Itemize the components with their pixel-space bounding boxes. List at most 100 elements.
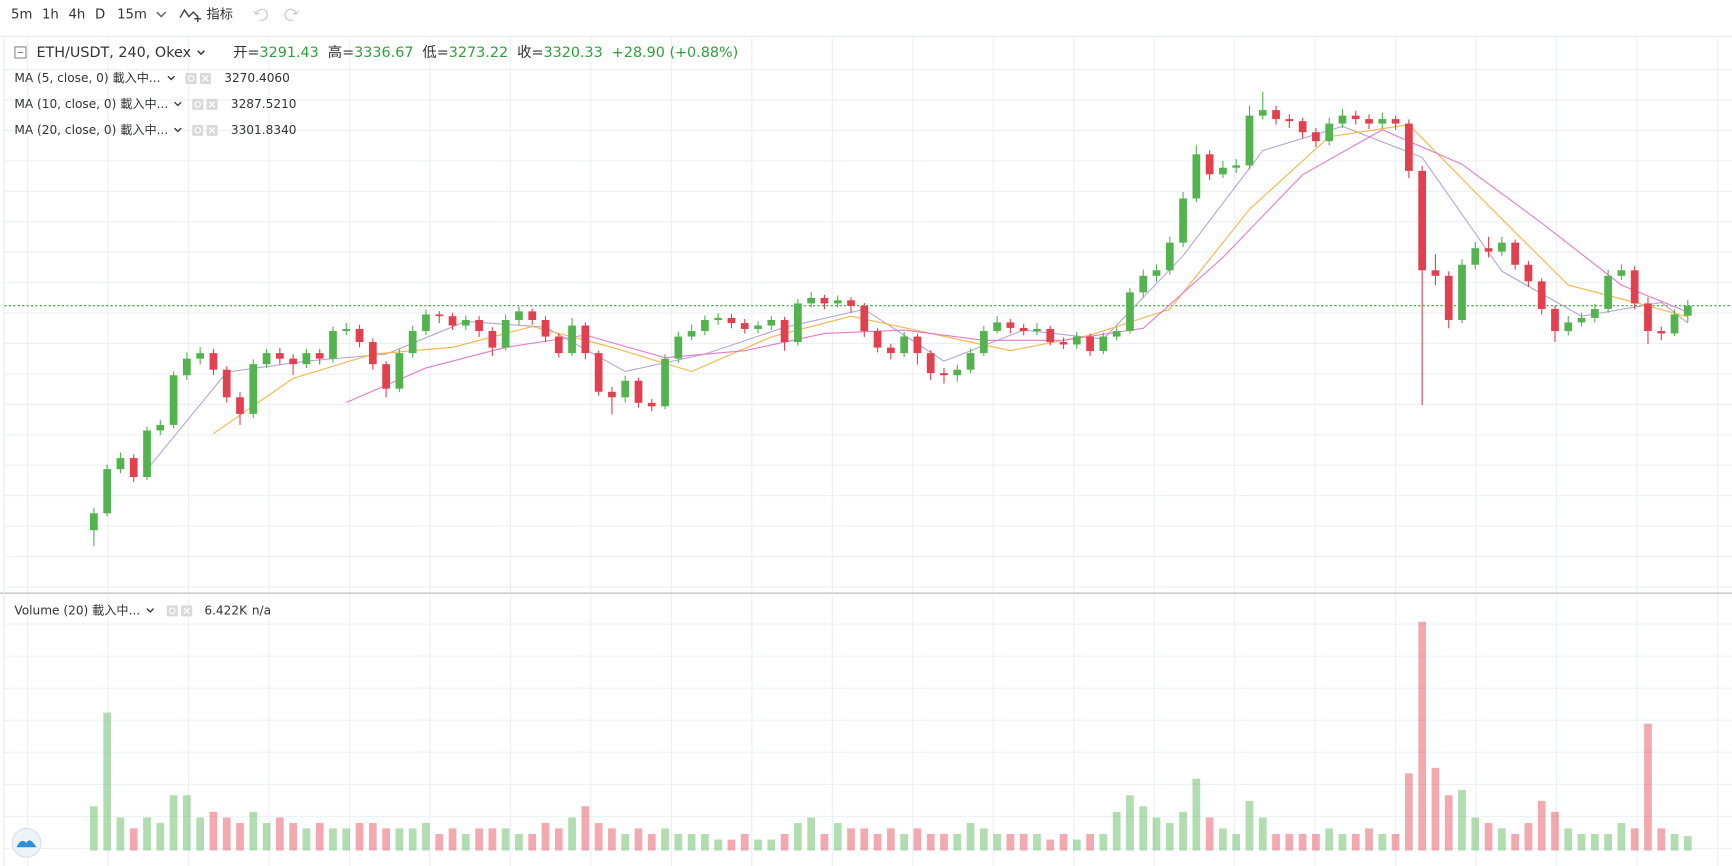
candle-body xyxy=(833,300,842,304)
volume-bar xyxy=(222,817,231,851)
remove-icon xyxy=(202,75,209,82)
candle-body xyxy=(143,430,151,478)
volume-bar xyxy=(1192,778,1201,851)
ma-legend-name[interactable]: MA (10, close, 0) 載入中... xyxy=(14,96,168,111)
volume-bar xyxy=(1272,833,1280,851)
candle-body xyxy=(953,369,962,376)
ma-legend-value: 3287.5210 xyxy=(231,97,297,111)
volume-bar xyxy=(979,828,988,851)
candle-body xyxy=(886,347,895,354)
candle-body xyxy=(581,325,590,354)
candle-body xyxy=(767,319,776,326)
volume-bar xyxy=(847,828,855,851)
ohlc-label: 收= xyxy=(517,44,543,61)
candle-body xyxy=(209,353,218,370)
candle-body xyxy=(1099,336,1108,352)
volume-bar xyxy=(886,828,895,851)
volume-bar xyxy=(116,817,125,851)
volume-bar xyxy=(1205,817,1214,851)
volume-bar xyxy=(1152,817,1161,851)
ma-legend-name[interactable]: MA (5, close, 0) 載入中... xyxy=(14,70,160,85)
interval-button[interactable]: 15m xyxy=(117,7,147,22)
volume-legend-dropdown[interactable] xyxy=(146,608,155,613)
candle-body xyxy=(289,358,297,365)
volume-bar xyxy=(315,823,324,851)
candle-body xyxy=(754,325,762,329)
redo-button[interactable] xyxy=(284,8,299,21)
candle-body xyxy=(1564,322,1573,332)
candle-body xyxy=(1577,317,1586,323)
volume-bar xyxy=(368,823,377,851)
volume-bar xyxy=(1378,833,1387,851)
volume-bar xyxy=(714,839,723,851)
candle-body xyxy=(408,331,417,354)
visibility-toggle[interactable] xyxy=(166,605,178,617)
candle-body xyxy=(1471,248,1480,265)
candle-body xyxy=(1219,167,1227,175)
candle-body xyxy=(488,331,497,348)
candle-body xyxy=(196,353,205,359)
indicator-icon[interactable] xyxy=(179,8,202,23)
indicators-button[interactable]: 指标 xyxy=(207,6,234,22)
volume-bar xyxy=(727,839,736,851)
visibility-icon xyxy=(187,75,195,82)
candle-body xyxy=(1405,123,1413,171)
volume-bar xyxy=(90,806,98,851)
visibility-toggle[interactable] xyxy=(185,72,197,84)
visibility-toggle[interactable] xyxy=(192,124,204,136)
ohlc-value: 3336.67 xyxy=(354,45,413,61)
volume-bar xyxy=(156,823,165,851)
interval-button[interactable]: 4h xyxy=(68,7,85,22)
ma-legend: MA (5, close, 0) 載入中... 3270.4060 MA (10, … xyxy=(14,70,296,617)
volume-bar xyxy=(435,833,444,851)
candle-body xyxy=(501,319,510,348)
candle-body xyxy=(900,336,909,354)
volume-bar xyxy=(1086,833,1094,851)
candle-body xyxy=(1033,328,1041,332)
volume-bar xyxy=(422,823,430,851)
candle-body xyxy=(355,328,364,343)
volume-bar xyxy=(1072,839,1081,851)
candle-body xyxy=(1192,154,1201,199)
volume-bar xyxy=(1418,621,1427,851)
candle-body xyxy=(1152,270,1161,276)
undo-button[interactable] xyxy=(253,8,268,21)
interval-button[interactable]: 1h xyxy=(42,7,59,22)
visibility-toggle[interactable] xyxy=(192,98,204,110)
volume-bar xyxy=(966,823,975,851)
candle-body xyxy=(448,316,457,326)
volume-bar xyxy=(1285,833,1294,851)
volume-bar xyxy=(1165,823,1174,851)
ma-legend-dropdown[interactable] xyxy=(167,75,175,81)
candle-body xyxy=(156,424,165,431)
volume-bar xyxy=(1431,767,1440,851)
candle-body xyxy=(1046,328,1055,343)
candle-body xyxy=(1511,242,1520,265)
symbol-dropdown[interactable] xyxy=(197,50,205,56)
candle-body xyxy=(1365,119,1373,124)
volume-bar xyxy=(1112,811,1121,851)
volume-bar xyxy=(1312,833,1320,851)
volume-bar xyxy=(647,833,656,851)
candle-body xyxy=(1258,110,1267,116)
interval-dropdown[interactable] xyxy=(156,11,167,18)
candle-body xyxy=(275,353,284,359)
ohlc-label: 高= xyxy=(328,44,354,61)
volume-legend-name[interactable]: Volume (20) 載入中... xyxy=(14,602,140,617)
interval-button[interactable]: 5m xyxy=(11,7,32,22)
candle-body xyxy=(315,353,324,359)
ma-legend-name[interactable]: MA (20, close, 0) 載入中... xyxy=(14,122,168,137)
symbol-title[interactable]: ETH/USDT, 240, Okex xyxy=(36,45,191,61)
volume-legend-extra: n/a xyxy=(252,603,271,617)
ma-legend-dropdown[interactable] xyxy=(174,127,182,133)
ma-legend-dropdown[interactable] xyxy=(174,101,182,107)
ohlc-readout: 开=3291.43 高=3336.67 低=3273.22 收=3320.33 … xyxy=(233,44,738,61)
volume-bar xyxy=(302,828,311,851)
candle-body xyxy=(1126,292,1134,332)
candle-body xyxy=(661,358,669,407)
volume-bar xyxy=(940,833,948,851)
interval-button[interactable]: D xyxy=(95,7,105,22)
collapse-button[interactable] xyxy=(14,46,27,59)
